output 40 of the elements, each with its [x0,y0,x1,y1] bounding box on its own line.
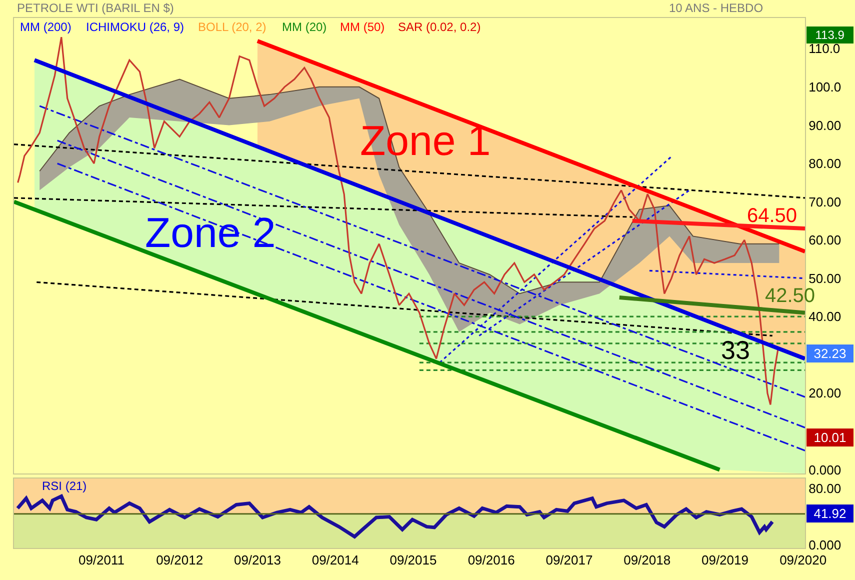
x-tick-label: 09/2020 [780,552,827,568]
text: 10.01 [814,430,846,445]
x-tick-label: 09/2016 [468,552,515,568]
annotation: MM (200) [20,20,72,34]
annotation: 33 [721,335,750,365]
line-series [16,494,774,538]
x-tick-label: 09/2012 [156,552,204,568]
y-tick-label: 40.00 [808,309,842,324]
x-tick-label: 09/2019 [701,552,748,568]
text: 32.23 [814,346,846,361]
y-tick-label: 100.0 [808,79,842,94]
y-tick-label: 50.00 [808,270,842,286]
y-tick-label: 0.000 [808,538,842,553]
annotation: 42.50 [765,285,816,307]
y-tick-label: 80.00 [808,480,842,496]
x-tick-label: 09/2014 [312,552,359,568]
x-tick-label: 09/2018 [624,552,671,568]
annotation: ICHIMOKU (26, 9) [86,20,184,34]
annotation: BOLL (20, 2) [198,20,266,34]
annotation: 64.50 [747,205,798,227]
x-tick-label: 09/2015 [390,552,437,568]
annotation: SAR (0.02, 0.2) [398,20,481,34]
annotation: MM (20) [282,20,327,34]
x-tick-label: 09/2011 [78,552,125,568]
text: 113.9 [815,28,845,42]
y-tick-label: 110.0 [808,41,840,56]
y-tick-label: 80.00 [808,156,842,172]
y-tick-label: 60.00 [808,232,842,248]
annotation: MM (50) [340,20,385,34]
y-tick-label: 90.00 [808,118,842,133]
annotation: Zone 2 [145,209,276,256]
x-tick-label: 09/2017 [546,552,593,568]
annotation: RSI (21) [42,479,87,493]
y-tick-label: 20.00 [808,386,842,401]
chart-subtitle: 10 ANS - HEBDO [669,1,764,15]
y-tick-label: 70.00 [808,194,842,210]
text: 41.92 [814,506,846,521]
x-tick-label: 09/2013 [234,552,281,568]
chart-title: PETROLE WTI (BARIL EN $) [17,1,174,15]
y-tick-label: 0.000 [808,462,842,478]
